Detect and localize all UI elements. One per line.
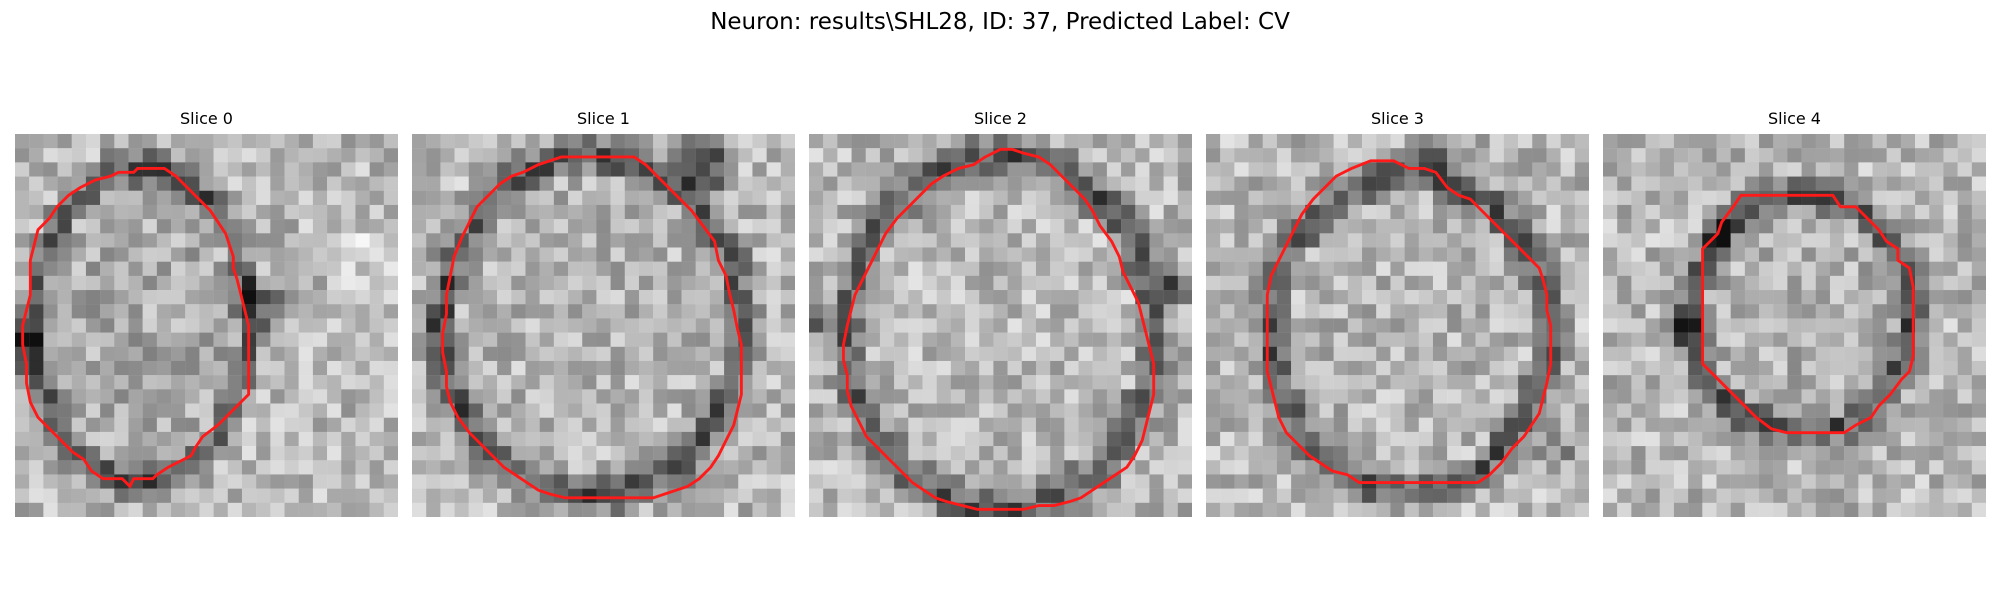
slice-title-0: Slice 0 — [180, 109, 233, 128]
slice-image-0 — [15, 134, 398, 517]
slice-image-1 — [412, 134, 795, 517]
slice-title-1: Slice 1 — [577, 109, 630, 128]
slice-image-2 — [809, 134, 1192, 517]
slice-title-4: Slice 4 — [1768, 109, 1821, 128]
slice-title-3: Slice 3 — [1371, 109, 1424, 128]
slice-title-2: Slice 2 — [974, 109, 1027, 128]
slice-image-3 — [1206, 134, 1589, 517]
figure-title: Neuron: results\SHL28, ID: 37, Predicted… — [710, 9, 1290, 35]
slice-image-4 — [1603, 134, 1986, 517]
